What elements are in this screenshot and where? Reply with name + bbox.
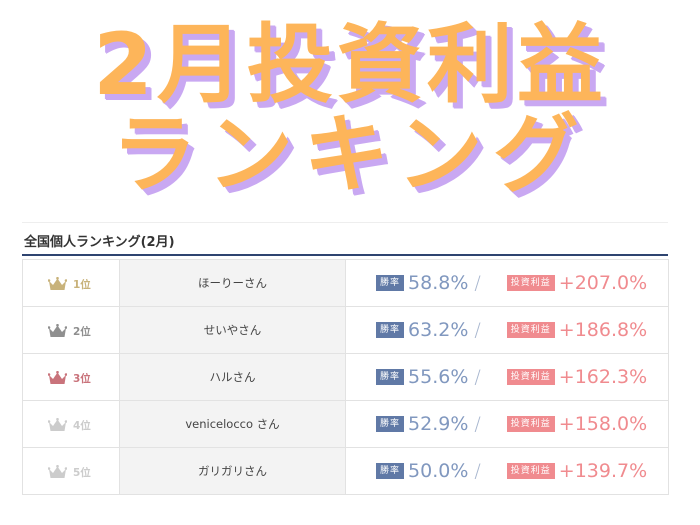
player-name: せいやさん bbox=[119, 306, 346, 354]
rank-label: 1位 bbox=[73, 278, 91, 291]
profit-badge: 投資利益 bbox=[506, 463, 555, 479]
win-rate-badge: 勝率 bbox=[376, 416, 405, 432]
table-row: 5位 ガリガリさん 勝率 50.0% / 投資利益 +139.7% bbox=[22, 447, 669, 495]
stats-cell: 勝率 63.2% / 投資利益 +186.8% bbox=[345, 306, 669, 354]
profit-value: +207.0% bbox=[558, 272, 648, 294]
stats-cell: 勝率 58.8% / 投資利益 +207.0% bbox=[345, 259, 669, 307]
win-rate-value: 63.2% bbox=[408, 319, 469, 341]
rank-label: 3位 bbox=[73, 372, 91, 385]
divider bbox=[22, 222, 668, 223]
rank-label: 5位 bbox=[73, 466, 91, 479]
separator: / bbox=[474, 366, 481, 388]
player-name: ガリガリさん bbox=[119, 447, 346, 495]
player-name: venicelocco さん bbox=[119, 400, 346, 448]
banner-title-line1: 2月投資利益 bbox=[93, 15, 607, 115]
rank-cell: 4位 bbox=[22, 400, 120, 448]
rank-cell: 1位 bbox=[22, 259, 120, 307]
crown-gray-icon bbox=[47, 464, 68, 480]
profit-badge: 投資利益 bbox=[506, 416, 555, 432]
separator: / bbox=[474, 319, 481, 341]
table-row: 1位 ほーりーさん 勝率 58.8% / 投資利益 +207.0% bbox=[22, 259, 669, 307]
separator: / bbox=[474, 272, 481, 294]
table-row: 3位 ハルさん 勝率 55.6% / 投資利益 +162.3% bbox=[22, 353, 669, 401]
banner: 2月投資利益 ランキング bbox=[0, 0, 700, 215]
profit-value: +139.7% bbox=[558, 460, 648, 482]
win-rate-value: 50.0% bbox=[408, 460, 469, 482]
section-title-rule bbox=[22, 254, 668, 256]
ranking-table: 1位 ほーりーさん 勝率 58.8% / 投資利益 +207.0% 2位 せいやさん 勝率 63.2… bbox=[22, 259, 669, 495]
rank-cell: 3位 bbox=[22, 353, 120, 401]
rank-label: 2位 bbox=[73, 325, 91, 338]
win-rate-badge: 勝率 bbox=[376, 322, 405, 338]
separator: / bbox=[474, 460, 481, 482]
crown-gray-icon bbox=[47, 417, 68, 433]
rank-label: 4位 bbox=[73, 419, 91, 432]
crown-bronze-icon bbox=[47, 370, 68, 386]
crown-silver-icon bbox=[47, 323, 68, 339]
profit-value: +186.8% bbox=[558, 319, 648, 341]
player-name: ほーりーさん bbox=[119, 259, 346, 307]
win-rate-badge: 勝率 bbox=[376, 369, 405, 385]
rank-cell: 5位 bbox=[22, 447, 120, 495]
win-rate-badge: 勝率 bbox=[376, 463, 405, 479]
separator: / bbox=[474, 413, 481, 435]
player-name: ハルさん bbox=[119, 353, 346, 401]
table-row: 4位 venicelocco さん 勝率 52.9% / 投資利益 +158.0% bbox=[22, 400, 669, 448]
profit-badge: 投資利益 bbox=[506, 275, 555, 291]
banner-title-line2: ランキング bbox=[111, 105, 589, 205]
stats-cell: 勝率 52.9% / 投資利益 +158.0% bbox=[345, 400, 669, 448]
profit-badge: 投資利益 bbox=[506, 322, 555, 338]
stats-cell: 勝率 55.6% / 投資利益 +162.3% bbox=[345, 353, 669, 401]
rank-cell: 2位 bbox=[22, 306, 120, 354]
stats-cell: 勝率 50.0% / 投資利益 +139.7% bbox=[345, 447, 669, 495]
profit-value: +158.0% bbox=[558, 413, 648, 435]
win-rate-badge: 勝率 bbox=[376, 275, 405, 291]
crown-gold-icon bbox=[47, 276, 68, 292]
win-rate-value: 52.9% bbox=[408, 413, 469, 435]
win-rate-value: 58.8% bbox=[408, 272, 469, 294]
win-rate-value: 55.6% bbox=[408, 366, 469, 388]
table-row: 2位 せいやさん 勝率 63.2% / 投資利益 +186.8% bbox=[22, 306, 669, 354]
profit-value: +162.3% bbox=[558, 366, 648, 388]
profit-badge: 投資利益 bbox=[506, 369, 555, 385]
section-title: 全国個人ランキング(2月) bbox=[24, 235, 175, 250]
